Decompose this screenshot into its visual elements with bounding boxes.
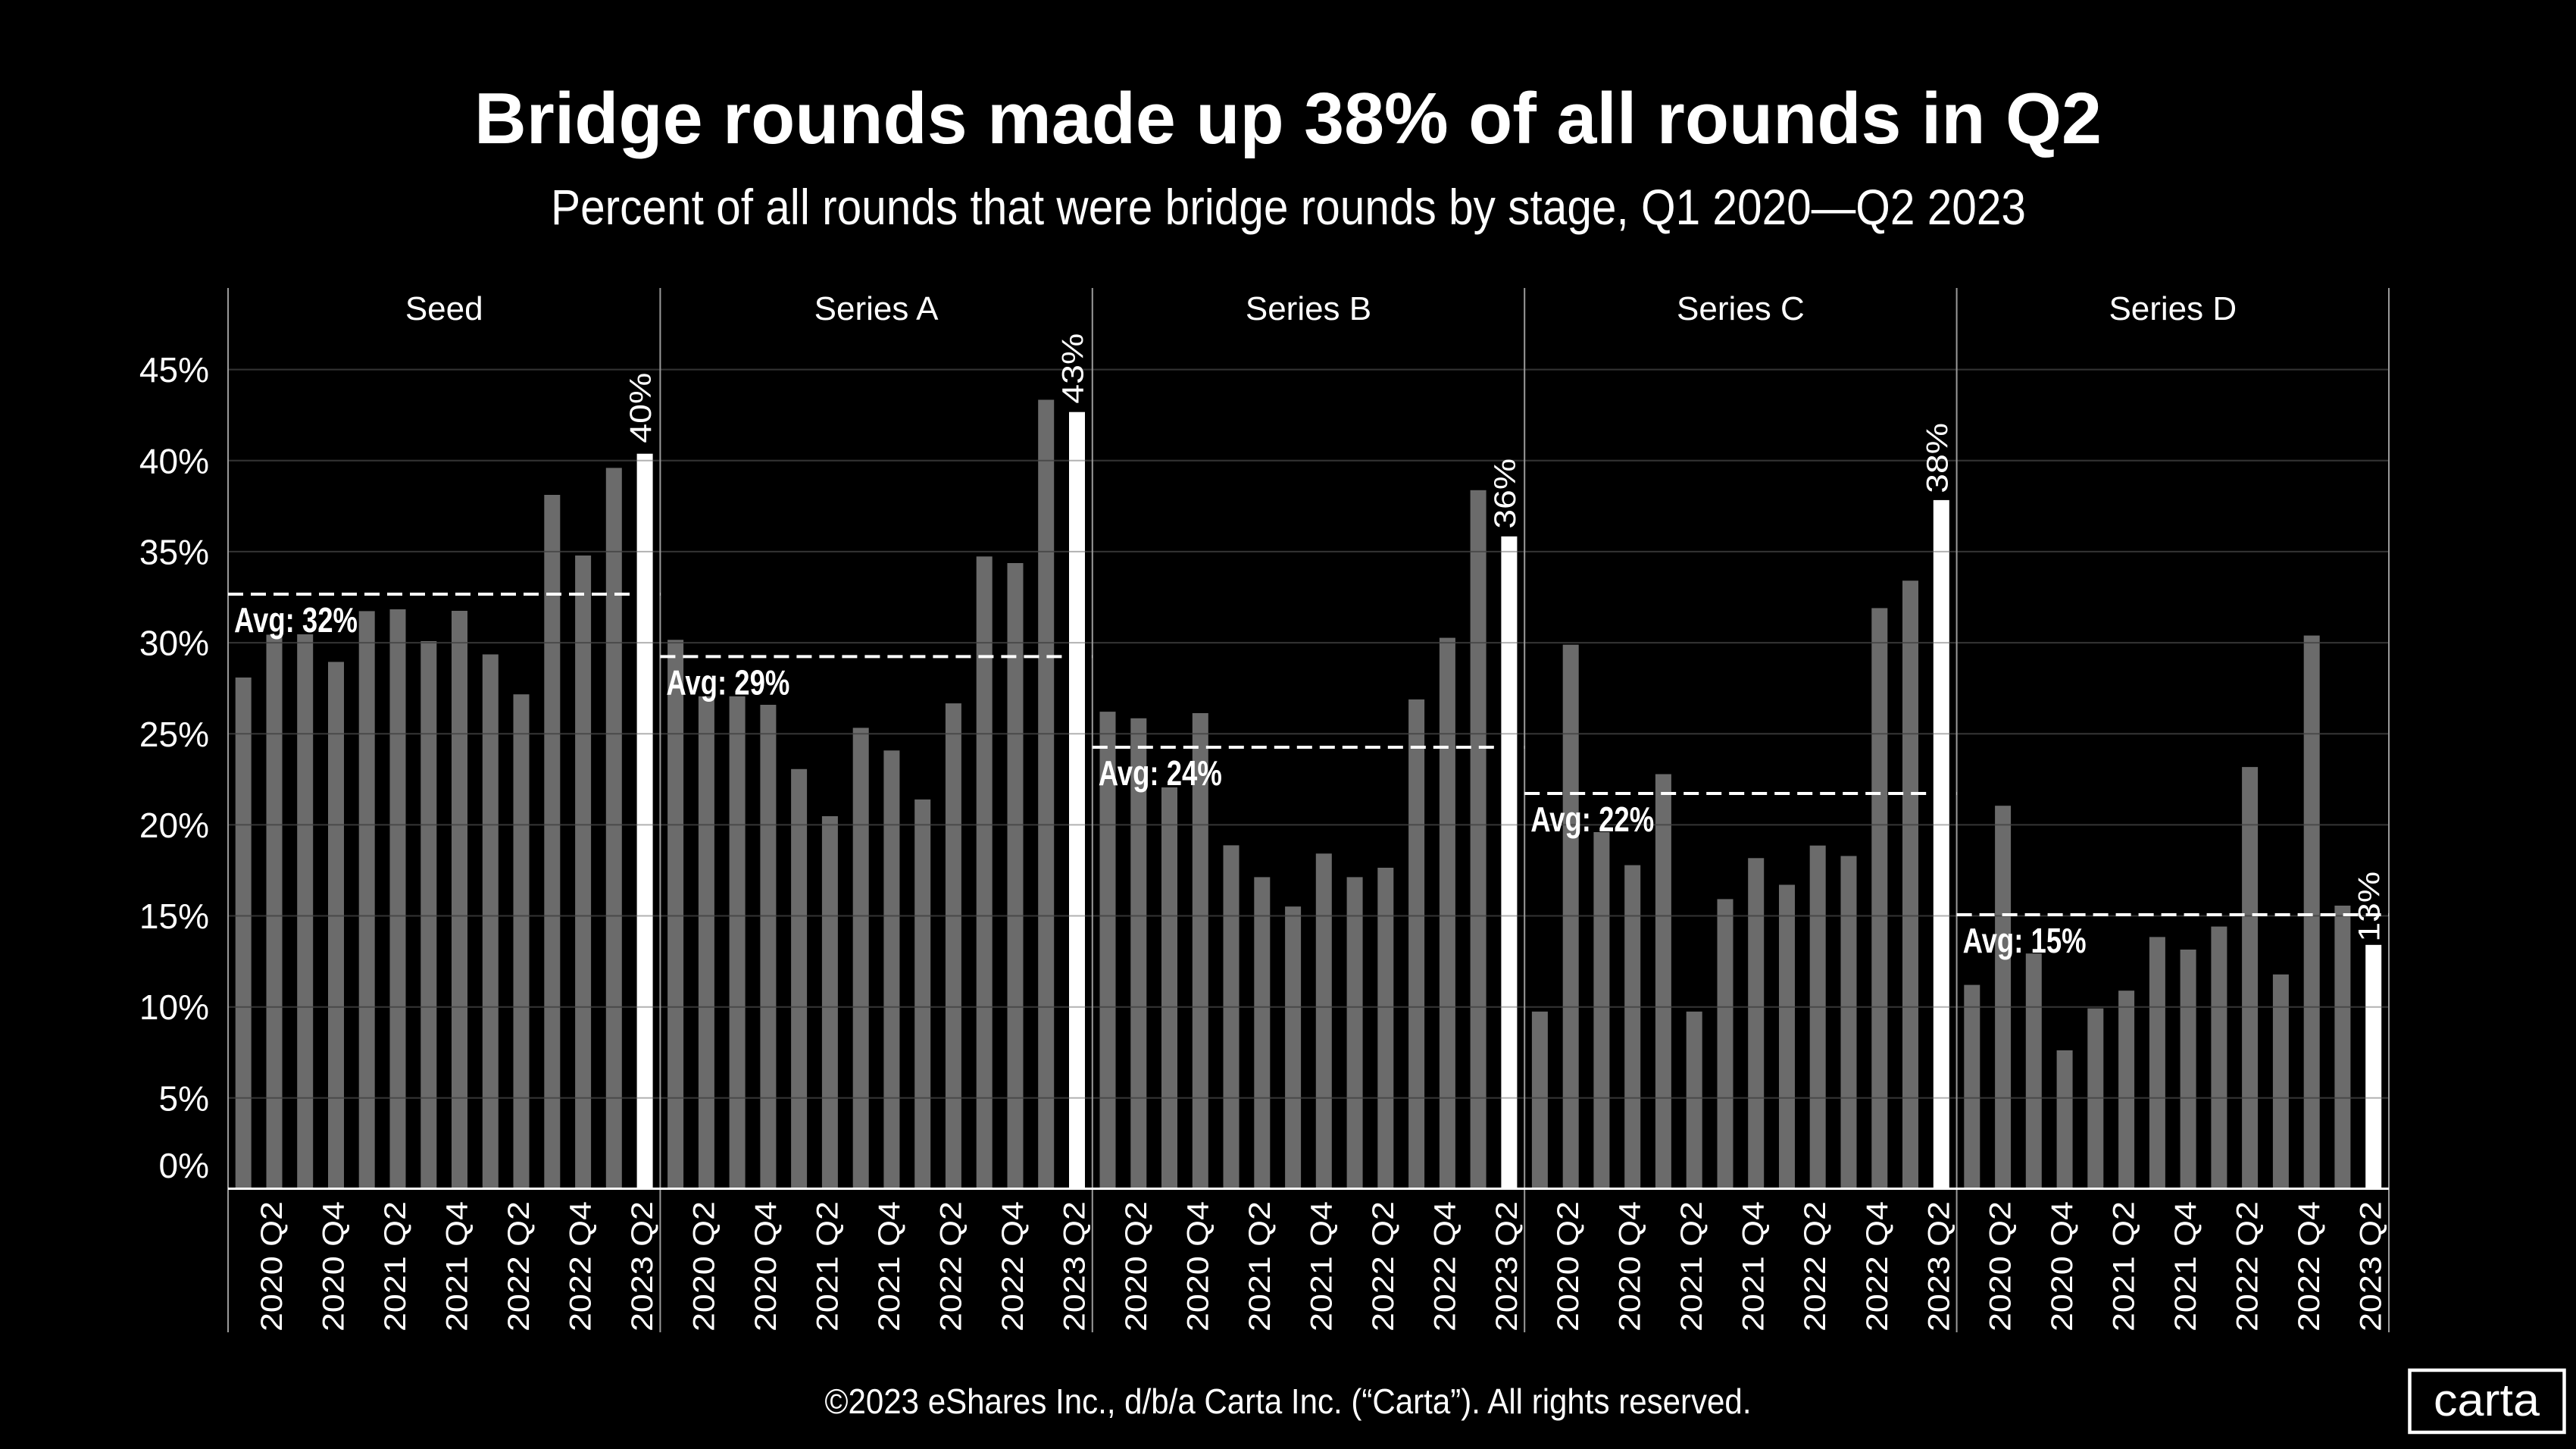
svg-text:2022 Q4: 2022 Q4 (2293, 1201, 2326, 1332)
svg-text:Series C: Series C (1677, 290, 1805, 327)
svg-text:10%: 10% (139, 987, 209, 1027)
svg-text:2021 Q4: 2021 Q4 (873, 1201, 906, 1332)
svg-text:2021 Q4: 2021 Q4 (1737, 1201, 1771, 1332)
svg-text:Percent of all rounds that wer: Percent of all rounds that were bridge r… (551, 179, 2026, 235)
svg-text:2022 Q4: 2022 Q4 (996, 1201, 1030, 1332)
svg-text:2021 Q4: 2021 Q4 (1305, 1201, 1338, 1332)
svg-text:30%: 30% (139, 624, 209, 663)
svg-text:Series D: Series D (2109, 290, 2237, 327)
svg-text:2021 Q2: 2021 Q2 (811, 1201, 844, 1332)
svg-text:2023 Q2: 2023 Q2 (2355, 1201, 2388, 1332)
svg-text:45%: 45% (139, 350, 209, 390)
svg-text:2021 Q4: 2021 Q4 (2169, 1201, 2202, 1332)
svg-text:2020 Q4: 2020 Q4 (2046, 1201, 2079, 1332)
svg-text:Avg: 24%: Avg: 24% (1099, 753, 1222, 793)
svg-text:2021 Q2: 2021 Q2 (1675, 1201, 1708, 1332)
svg-text:Seed: Seed (405, 290, 483, 327)
svg-text:2022 Q2: 2022 Q2 (1367, 1201, 1400, 1332)
svg-text:40%: 40% (624, 373, 658, 443)
svg-text:2020 Q4: 2020 Q4 (1614, 1201, 1647, 1332)
svg-text:2022 Q4: 2022 Q4 (564, 1201, 598, 1332)
svg-text:20%: 20% (139, 806, 209, 845)
svg-text:40%: 40% (139, 441, 209, 480)
svg-text:Series B: Series B (1246, 290, 1371, 327)
svg-text:15%: 15% (139, 897, 209, 936)
svg-text:2022 Q2: 2022 Q2 (2231, 1201, 2265, 1332)
svg-text:25%: 25% (139, 715, 209, 754)
svg-text:2022 Q4: 2022 Q4 (1428, 1201, 1462, 1332)
svg-text:carta: carta (2434, 1375, 2540, 1426)
svg-text:2020 Q2: 2020 Q2 (1984, 1201, 2018, 1332)
svg-text:Avg: 22%: Avg: 22% (1530, 800, 1654, 839)
svg-text:2021 Q2: 2021 Q2 (1243, 1201, 1277, 1332)
svg-text:2021 Q2: 2021 Q2 (2108, 1201, 2141, 1332)
svg-text:2022 Q2: 2022 Q2 (502, 1201, 536, 1332)
svg-text:38%: 38% (1921, 423, 1954, 493)
svg-text:2022 Q2: 2022 Q2 (934, 1201, 968, 1332)
svg-text:2021 Q4: 2021 Q4 (441, 1201, 474, 1332)
svg-text:2020 Q4: 2020 Q4 (317, 1201, 351, 1332)
svg-text:2023 Q2: 2023 Q2 (1058, 1201, 1092, 1332)
svg-text:Avg: 32%: Avg: 32% (234, 600, 358, 640)
svg-text:0%: 0% (159, 1146, 209, 1185)
svg-text:Avg: 29%: Avg: 29% (666, 662, 789, 702)
svg-text:2023 Q2: 2023 Q2 (1922, 1201, 1955, 1332)
svg-text:36%: 36% (1489, 458, 1522, 529)
svg-text:Bridge rounds made up 38% of a: Bridge rounds made up 38% of all rounds … (474, 78, 2102, 159)
svg-text:2022 Q2: 2022 Q2 (1799, 1201, 1832, 1332)
svg-text:©2023 eShares Inc., d/b/a Cart: ©2023 eShares Inc., d/b/a Carta Inc. (“C… (825, 1382, 1752, 1421)
svg-text:Avg: 15%: Avg: 15% (1963, 921, 2087, 960)
svg-text:2020 Q2: 2020 Q2 (1120, 1201, 1153, 1332)
svg-text:2023 Q2: 2023 Q2 (1490, 1201, 1524, 1332)
svg-text:2020 Q2: 2020 Q2 (1552, 1201, 1585, 1332)
svg-text:2020 Q4: 2020 Q4 (1181, 1201, 1215, 1332)
svg-text:35%: 35% (139, 532, 209, 571)
svg-text:2020 Q2: 2020 Q2 (255, 1201, 289, 1332)
svg-text:13%: 13% (2353, 872, 2387, 942)
svg-text:2020 Q4: 2020 Q4 (749, 1201, 783, 1332)
svg-text:2022 Q4: 2022 Q4 (1861, 1201, 1894, 1332)
svg-text:5%: 5% (159, 1078, 209, 1118)
svg-text:43%: 43% (1057, 333, 1090, 404)
svg-text:2021 Q2: 2021 Q2 (379, 1201, 412, 1332)
svg-text:2020 Q2: 2020 Q2 (687, 1201, 721, 1332)
svg-text:2023 Q2: 2023 Q2 (626, 1201, 659, 1332)
svg-text:Series A: Series A (814, 290, 939, 327)
